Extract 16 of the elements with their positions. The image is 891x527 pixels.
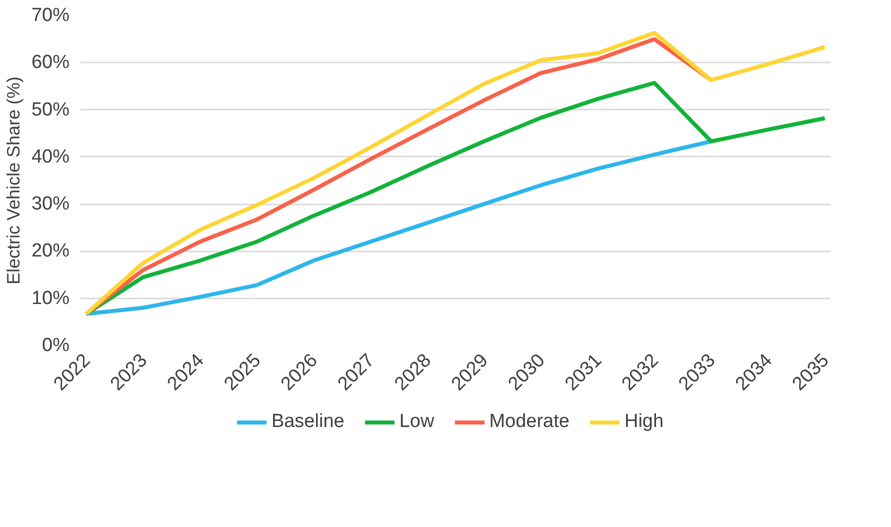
line-series bbox=[84, 80, 827, 316]
line-series bbox=[84, 30, 827, 316]
legend-label: High bbox=[624, 410, 664, 432]
y-axis-title: Electric Vehicle Share (%) bbox=[3, 76, 24, 285]
legend-label: Moderate bbox=[489, 410, 570, 432]
y-tick-label: 10% bbox=[31, 288, 70, 309]
legend-label: Baseline bbox=[271, 410, 344, 432]
line-series bbox=[84, 139, 714, 316]
y-tick-label: 30% bbox=[31, 194, 70, 215]
y-tick-label: 50% bbox=[31, 99, 70, 120]
y-tick-label: 70% bbox=[31, 5, 70, 26]
y-tick-label: 40% bbox=[31, 146, 70, 168]
y-tick-label: 60% bbox=[31, 52, 70, 74]
y-tick-label: 20% bbox=[31, 240, 70, 262]
legend-label: Low bbox=[399, 410, 434, 432]
y-tick-label: 0% bbox=[42, 335, 70, 356]
